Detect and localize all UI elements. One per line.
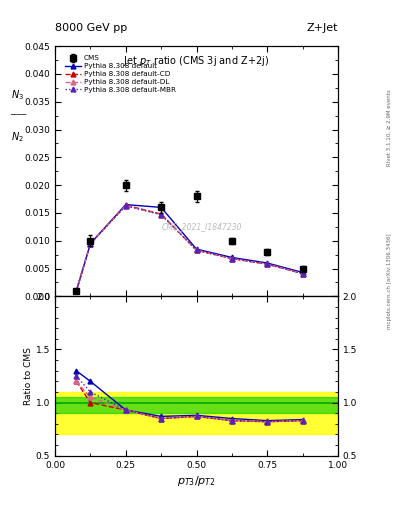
Text: mcplots.cern.ch [arXiv:1306.3436]: mcplots.cern.ch [arXiv:1306.3436] (387, 234, 392, 329)
Legend: CMS, Pythia 8.308 default, Pythia 8.308 default-CD, Pythia 8.308 default-DL, Pyt: CMS, Pythia 8.308 default, Pythia 8.308 … (64, 55, 176, 94)
Text: Z+Jet: Z+Jet (307, 23, 338, 33)
Y-axis label: Ratio to CMS: Ratio to CMS (24, 347, 33, 405)
X-axis label: $p_{T3}/p_{T2}$: $p_{T3}/p_{T2}$ (177, 474, 216, 488)
Text: 8000 GeV pp: 8000 GeV pp (55, 23, 127, 33)
Text: Jet $p_T$ ratio (CMS 3j and Z+2j): Jet $p_T$ ratio (CMS 3j and Z+2j) (123, 54, 270, 68)
Text: Rivet 3.1.10, ≥ 2.9M events: Rivet 3.1.10, ≥ 2.9M events (387, 90, 392, 166)
Text: $N_2$: $N_2$ (11, 131, 24, 144)
Text: ─────: ───── (9, 113, 26, 118)
Text: CMS_2021_I1847230: CMS_2021_I1847230 (162, 222, 242, 231)
Text: $N_3$: $N_3$ (11, 89, 24, 102)
